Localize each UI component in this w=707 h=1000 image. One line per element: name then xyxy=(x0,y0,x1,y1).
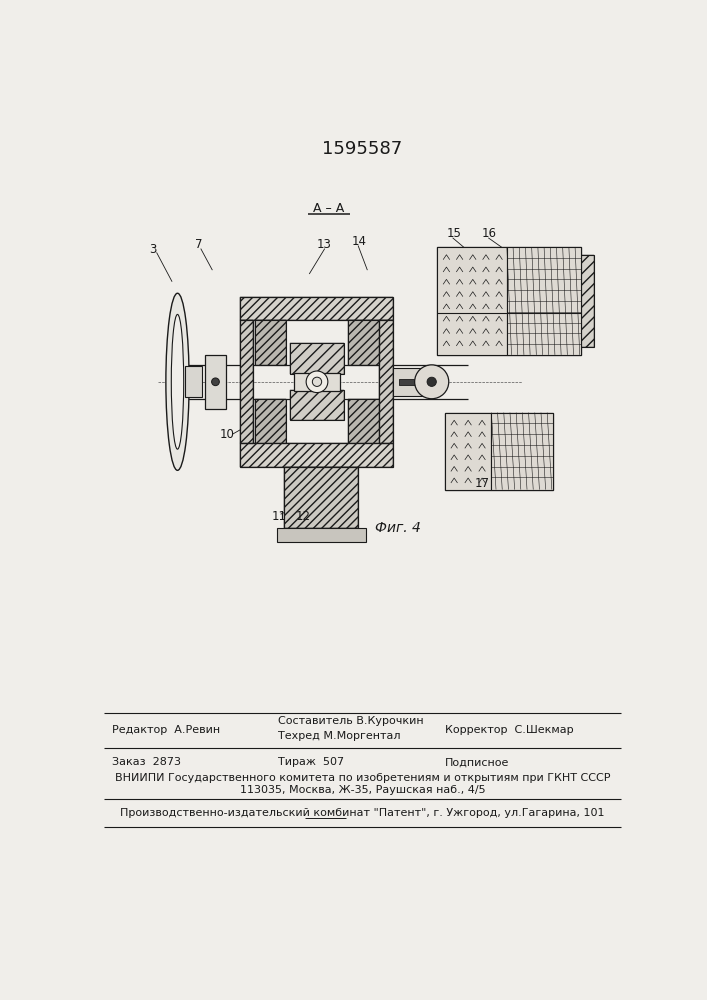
Text: 1595587: 1595587 xyxy=(322,140,402,158)
Text: ВНИИПИ Государственного комитета по изобретениям и открытиям при ГКНТ СССР: ВНИИПИ Государственного комитета по изоб… xyxy=(115,773,610,783)
Bar xyxy=(284,466,358,528)
Text: 10: 10 xyxy=(220,428,235,441)
Bar xyxy=(240,320,253,443)
Circle shape xyxy=(211,378,219,386)
Text: А – А: А – А xyxy=(313,202,344,215)
Text: Тираж  507: Тираж 507 xyxy=(279,757,344,767)
Text: 12: 12 xyxy=(296,510,310,523)
Bar xyxy=(348,399,379,443)
Text: Редактор  А.Ревин: Редактор А.Ревин xyxy=(112,725,220,735)
Text: 15: 15 xyxy=(446,227,461,240)
Bar xyxy=(437,247,507,355)
Bar xyxy=(276,528,366,542)
Bar xyxy=(255,320,286,365)
Bar xyxy=(290,343,344,374)
Bar xyxy=(284,466,358,528)
Text: Подписное: Подписное xyxy=(445,757,509,767)
Bar xyxy=(290,389,344,420)
Text: 7: 7 xyxy=(195,238,203,251)
Bar xyxy=(255,320,286,365)
Text: 13: 13 xyxy=(317,238,332,251)
Text: 17: 17 xyxy=(474,477,489,490)
Text: Производственно-издательский комбинат "Патент", г. Ужгород, ул.Гагарина, 101: Производственно-издательский комбинат "П… xyxy=(120,808,604,818)
Text: Составитель В.Курочкин: Составитель В.Курочкин xyxy=(279,716,424,726)
Text: Заказ  2873: Заказ 2873 xyxy=(112,757,180,767)
Ellipse shape xyxy=(166,293,189,470)
Text: 14: 14 xyxy=(352,235,367,248)
Circle shape xyxy=(312,377,322,386)
Text: 3: 3 xyxy=(149,243,156,256)
Bar xyxy=(240,297,393,320)
Bar xyxy=(379,320,393,443)
Circle shape xyxy=(427,377,436,386)
Text: 11: 11 xyxy=(271,510,286,523)
Bar xyxy=(290,389,344,420)
Bar xyxy=(348,399,379,443)
Circle shape xyxy=(414,365,449,399)
Text: 16: 16 xyxy=(482,227,497,240)
Bar xyxy=(348,320,379,365)
Bar xyxy=(445,413,491,490)
Bar xyxy=(240,443,393,467)
Bar xyxy=(240,297,393,320)
Text: Фиг. 4: Фиг. 4 xyxy=(375,521,421,535)
Bar xyxy=(491,413,554,490)
Bar xyxy=(580,255,595,347)
Bar xyxy=(255,399,286,443)
Bar xyxy=(437,247,580,355)
Bar xyxy=(379,320,393,443)
Text: Корректор  С.Шекмар: Корректор С.Шекмар xyxy=(445,725,573,735)
Bar xyxy=(290,343,344,374)
Bar xyxy=(580,255,595,347)
Text: Техред М.Моргентал: Техред М.Моргентал xyxy=(279,731,401,741)
Bar xyxy=(240,443,393,467)
Ellipse shape xyxy=(171,314,184,449)
Bar xyxy=(348,320,379,365)
Bar xyxy=(399,379,421,385)
Circle shape xyxy=(306,371,328,393)
Text: 113035, Москва, Ж-35, Раушская наб., 4/5: 113035, Москва, Ж-35, Раушская наб., 4/5 xyxy=(240,785,485,795)
Bar xyxy=(255,399,286,443)
Bar xyxy=(185,366,202,397)
Bar xyxy=(445,413,554,490)
Bar xyxy=(293,373,340,391)
Bar xyxy=(507,247,580,355)
Bar xyxy=(393,368,432,396)
Bar xyxy=(240,320,253,443)
Bar xyxy=(204,355,226,409)
